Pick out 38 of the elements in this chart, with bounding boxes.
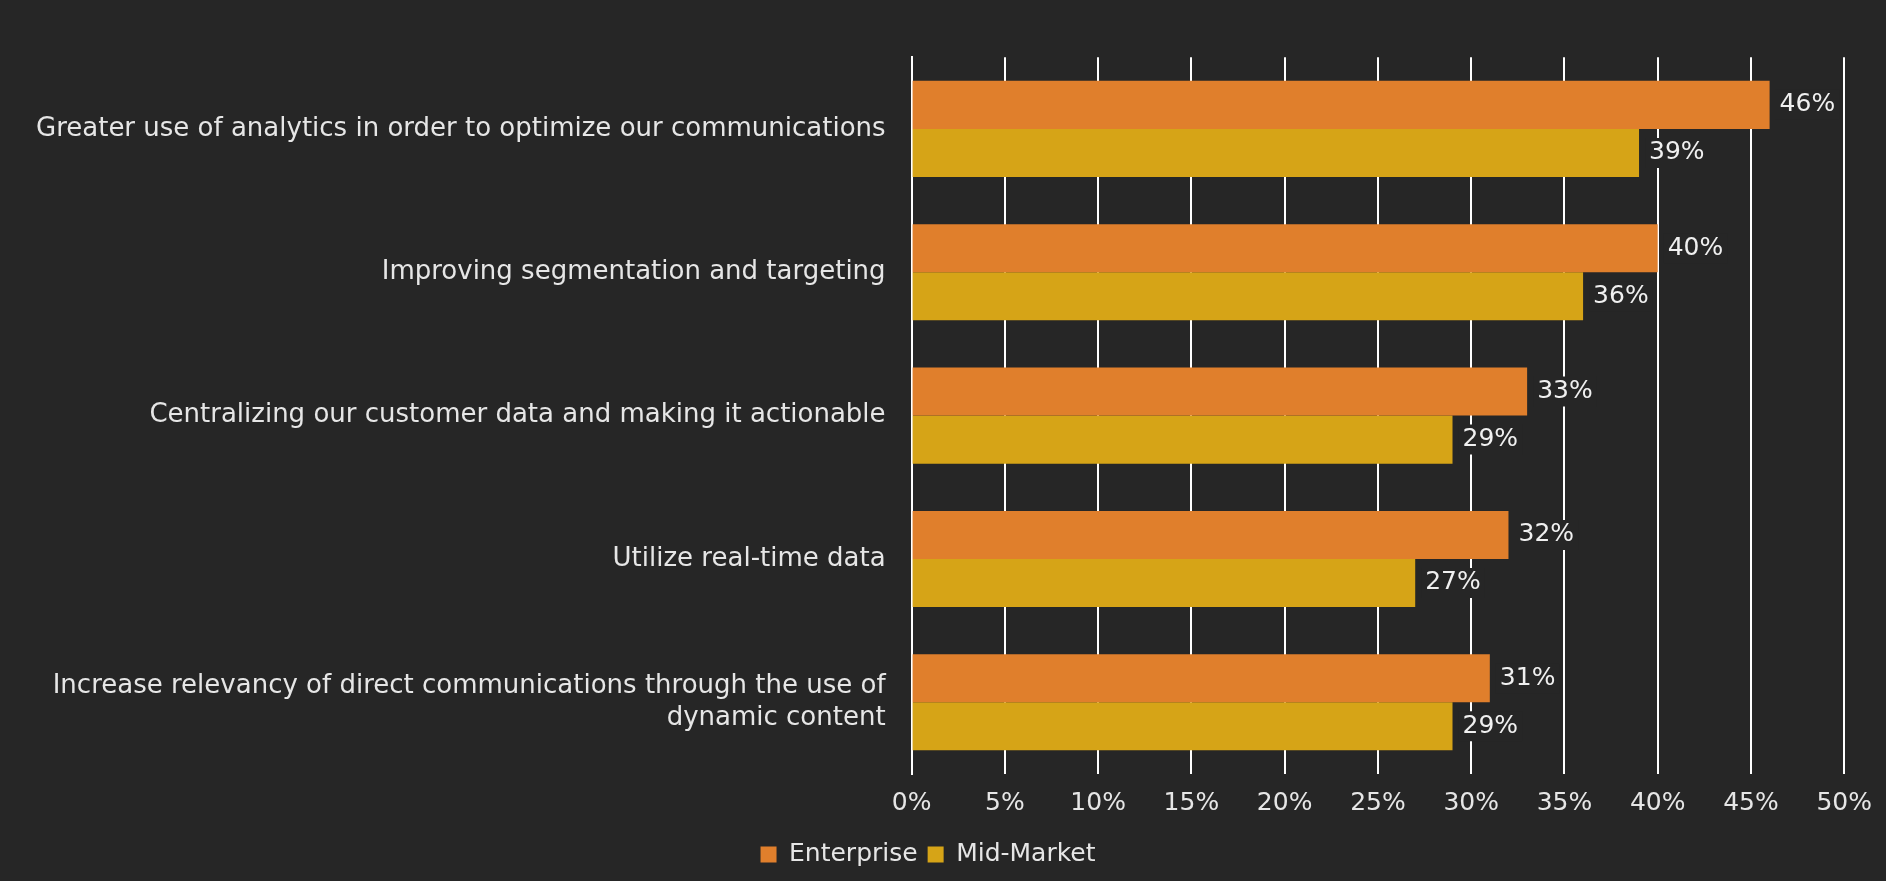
text: 33%: [1537, 375, 1593, 405]
y-tick-label: Greater use of analytics in order to optimize our communications: [35, 111, 886, 142]
text: 46%: [1779, 88, 1836, 118]
x-tick-label: 35%: [1536, 786, 1593, 816]
bar: [912, 654, 1490, 703]
x-tick-label: 30%: [1443, 786, 1499, 816]
y-tick-label: Centralizing our customer data and making it actionable: [149, 398, 886, 429]
text: 32%: [1518, 518, 1575, 548]
x-tick-label: 5%: [985, 786, 1025, 816]
bar: [912, 367, 1528, 416]
text: 31%: [1499, 661, 1556, 691]
legend-label: Enterprise: [789, 838, 918, 867]
y-tick-label: Utilize real-time data: [612, 541, 886, 572]
bar: [912, 702, 1453, 751]
text: 29%: [1462, 423, 1519, 453]
x-tick-label: 10%: [1070, 786, 1126, 816]
x-tick-label: 25%: [1350, 786, 1406, 816]
x-tick-label: 40%: [1629, 786, 1686, 816]
bar: [912, 415, 1453, 464]
text: 29%: [1462, 709, 1519, 739]
x-tick-label: 0%: [891, 786, 932, 816]
y-tick-label: Increase relevancy of direct communications through the use of dynamic content: [52, 669, 887, 731]
bar: [912, 224, 1658, 273]
bar: [912, 272, 1584, 321]
bar: [912, 558, 1416, 607]
x-tick-label: 15%: [1163, 786, 1220, 816]
text: 27%: [1425, 566, 1481, 596]
y-tick-label: Improving segmentation and targeting: [381, 254, 886, 285]
text: 39%: [1649, 136, 1705, 166]
bar: [912, 80, 1770, 129]
bar: [912, 128, 1640, 177]
text: 40%: [1667, 231, 1724, 261]
legend-label: Mid-Market: [956, 838, 1096, 867]
bar: [912, 510, 1509, 559]
x-tick-label: 45%: [1723, 786, 1779, 816]
x-tick-label: 50%: [1816, 786, 1873, 816]
x-tick-label: 20%: [1256, 786, 1313, 816]
text: 36%: [1593, 279, 1649, 309]
